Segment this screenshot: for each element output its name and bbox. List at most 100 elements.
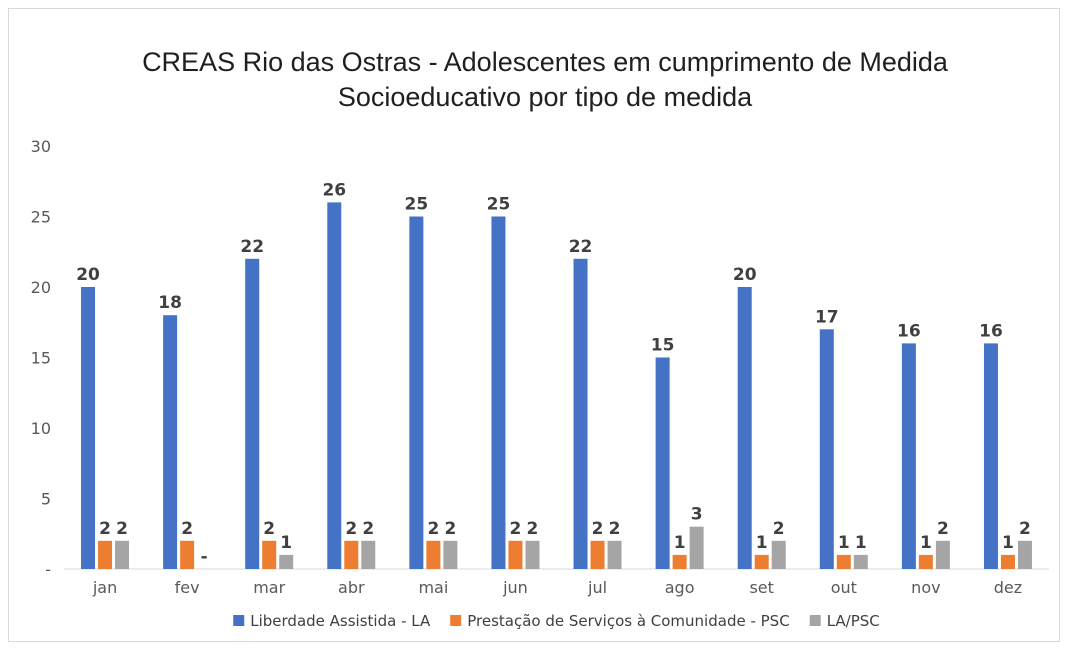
- bar: [607, 540, 622, 569]
- x-tick-label: dez: [994, 578, 1022, 597]
- bar: [327, 202, 342, 569]
- data-label: 2: [510, 519, 522, 539]
- bar: [426, 540, 441, 569]
- bar: [163, 315, 178, 569]
- data-label: 1: [920, 533, 932, 553]
- data-label: 2: [527, 519, 539, 539]
- y-tick-label: 10: [31, 419, 51, 438]
- bar-chart: CREAS Rio das Ostras - Adolescentes em c…: [31, 47, 1049, 630]
- data-label: 25: [487, 195, 511, 215]
- x-tick-label: set: [749, 578, 773, 597]
- y-tick-label: 20: [31, 278, 51, 297]
- legend-item: LA/PSC: [809, 612, 880, 630]
- bar: [672, 554, 687, 569]
- data-label: 1: [1002, 533, 1014, 553]
- data-label: -: [201, 547, 208, 567]
- x-tick-label: out: [831, 578, 857, 597]
- bar: [935, 540, 950, 569]
- bar: [508, 540, 523, 569]
- data-label: 2: [1019, 519, 1031, 539]
- data-label: 2: [263, 519, 275, 539]
- chart-frame: CREAS Rio das Ostras - Adolescentes em c…: [8, 8, 1060, 642]
- bar: [853, 554, 868, 569]
- data-label: 2: [345, 519, 357, 539]
- data-label: 22: [240, 237, 264, 257]
- x-tick-label: mai: [418, 578, 448, 597]
- x-tick-label: mar: [253, 578, 285, 597]
- data-label: 26: [322, 180, 346, 200]
- bar: [901, 343, 916, 569]
- data-label: 20: [76, 265, 100, 285]
- bar: [525, 540, 540, 569]
- bar: [245, 258, 260, 569]
- x-axis: jan fev mar abr mai jun jul ago set out nov dez: [64, 568, 1049, 597]
- data-label: 2: [181, 519, 193, 539]
- bar: [771, 540, 786, 569]
- data-label: 25: [405, 195, 429, 215]
- x-tick-label: ago: [665, 578, 695, 597]
- bar: [81, 287, 96, 569]
- chart-title-line-2: Socioeducativo por tipo de medida: [338, 82, 753, 112]
- chart-title-line-1: CREAS Rio das Ostras - Adolescentes em c…: [142, 47, 949, 77]
- x-tick-label: jun: [502, 578, 528, 597]
- data-label: 2: [592, 519, 604, 539]
- bar: [983, 343, 998, 569]
- bar: [262, 540, 277, 569]
- x-tick-label: abr: [338, 578, 365, 597]
- bar: [180, 540, 195, 569]
- bar: [737, 287, 752, 569]
- bar: [1000, 554, 1015, 569]
- data-label: 2: [99, 519, 111, 539]
- data-label: 1: [674, 533, 686, 553]
- bar: [655, 357, 670, 569]
- legend: Liberdade Assistida - LA Prestação de Ser…: [233, 612, 880, 630]
- bars: [81, 202, 1032, 569]
- bar: [344, 540, 359, 569]
- data-label: 18: [158, 293, 182, 313]
- bar: [689, 526, 704, 569]
- data-label: 1: [838, 533, 850, 553]
- x-tick-label: jul: [587, 578, 607, 597]
- x-tick-label: jan: [92, 578, 117, 597]
- x-tick-label: nov: [911, 578, 940, 597]
- bar: [573, 258, 588, 569]
- bar: [1017, 540, 1032, 569]
- data-label: 22: [569, 237, 593, 257]
- data-label: 2: [116, 519, 128, 539]
- legend-label: LA/PSC: [827, 612, 880, 630]
- bar: [361, 540, 376, 569]
- data-label: 16: [897, 321, 921, 341]
- bar: [115, 540, 130, 569]
- data-label: 3: [691, 505, 703, 525]
- bar: [754, 554, 769, 569]
- bar: [443, 540, 458, 569]
- bar: [409, 216, 424, 569]
- legend-label: Prestação de Serviços à Comunidade - PSC: [467, 612, 789, 630]
- data-label: 1: [756, 533, 768, 553]
- data-label: 17: [815, 307, 839, 327]
- y-tick-label: 15: [31, 349, 51, 368]
- y-tick-label: -: [45, 560, 51, 579]
- bar: [836, 554, 851, 569]
- legend-swatch: [233, 615, 245, 626]
- legend-label: Liberdade Assistida - LA: [250, 612, 431, 630]
- legend-swatch: [450, 615, 462, 626]
- data-label: 2: [427, 519, 439, 539]
- data-label: 16: [979, 321, 1003, 341]
- y-tick-label: 5: [41, 490, 51, 509]
- x-tick-label: fev: [175, 578, 200, 597]
- data-label: 2: [444, 519, 456, 539]
- bar: [590, 540, 605, 569]
- y-axis: - 5 10 15 20 25 30: [31, 137, 51, 579]
- data-label: 2: [937, 519, 949, 539]
- data-label: 1: [280, 533, 292, 553]
- data-label: 15: [651, 336, 675, 356]
- bar: [279, 554, 294, 569]
- data-label: 20: [733, 265, 757, 285]
- data-label: 2: [362, 519, 374, 539]
- data-label: 1: [855, 533, 867, 553]
- legend-swatch: [809, 615, 821, 626]
- legend-item: Liberdade Assistida - LA: [233, 612, 431, 630]
- legend-item: Prestação de Serviços à Comunidade - PSC: [450, 612, 790, 630]
